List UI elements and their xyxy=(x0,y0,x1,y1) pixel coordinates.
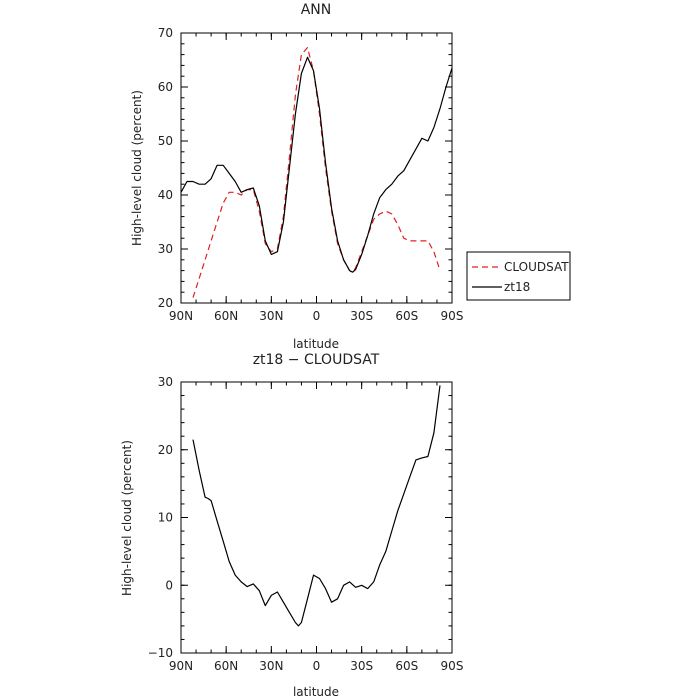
bottom-x-tick-label: 0 xyxy=(313,659,321,673)
top-y-axis-label: High-level cloud (percent) xyxy=(130,90,144,246)
top-x-axis-label: latitude xyxy=(293,337,339,351)
bottom-x-tick-label: 90S xyxy=(441,659,464,673)
top-axes: 90N 60N 30N 0 30S 60S 90S 20 30 40 50 60 70 xyxy=(158,26,464,323)
panel-top: ANN 90N 60N 30N 0 30S 60S 90S 20 30 40 50 60 70 lati… xyxy=(130,2,571,351)
bottom-axes: 90N 60N 30N 0 30S 60S 90S −10 0 10 20 30 xyxy=(148,375,464,673)
top-x-tick-label: 30S xyxy=(350,309,373,323)
bottom-x-tick-label: 30S xyxy=(350,659,373,673)
bottom-x-tick-label: 30N xyxy=(259,659,283,673)
top-y-tick-label: 50 xyxy=(158,134,173,148)
top-x-tick-label: 90N xyxy=(169,309,193,323)
bottom-series-group xyxy=(192,385,441,627)
bottom-x-tick-label: 60S xyxy=(395,659,418,673)
top-x-tick-label: 0 xyxy=(313,309,321,323)
top-x-tick-label: 30N xyxy=(259,309,283,323)
top-x-tick-label: 90S xyxy=(441,309,464,323)
legend-box xyxy=(466,251,571,301)
bottom-x-tick-label: 90N xyxy=(169,659,193,673)
bottom-x-axis-label: latitude xyxy=(293,685,339,699)
top-y-tick-label: 40 xyxy=(158,188,173,202)
bottom-series-line-zt18-cloudsat xyxy=(192,385,441,627)
bottom-y-tick-label: 0 xyxy=(165,578,173,592)
legend-label-cloudsat: CLOUDSAT xyxy=(504,260,569,274)
bottom-y-tick-label: 30 xyxy=(158,375,173,389)
top-y-tick-label: 20 xyxy=(158,296,173,310)
top-x-tick-label: 60N xyxy=(214,309,238,323)
legend-label-zt18: zt18 xyxy=(504,280,530,294)
bottom-y-axis-label: High-level cloud (percent) xyxy=(120,440,134,596)
top-y-tick-label: 30 xyxy=(158,242,173,256)
bottom-y-tick-label: 10 xyxy=(158,511,173,525)
panel-bottom: zt18 − CLOUDSAT 90N 60N 30N 0 30S 60S 90S −10 0 1… xyxy=(120,352,463,699)
top-series-line-cloudsat xyxy=(192,46,441,298)
top-y-tick-label: 60 xyxy=(158,80,173,94)
top-chart-title: ANN xyxy=(301,2,332,18)
bottom-y-tick-label: −10 xyxy=(148,646,173,660)
top-series-line-zt18 xyxy=(180,56,453,273)
bottom-x-tick-label: 60N xyxy=(214,659,238,673)
top-y-tick-label: 70 xyxy=(158,26,173,40)
top-x-tick-label: 60S xyxy=(395,309,418,323)
legend: CLOUDSAT zt18 xyxy=(466,251,571,301)
bottom-y-tick-label: 20 xyxy=(158,443,173,457)
bottom-chart-title: zt18 − CLOUDSAT xyxy=(253,352,380,368)
top-series-group xyxy=(180,46,453,298)
top-plot-frame xyxy=(180,32,453,304)
bottom-plot-frame xyxy=(180,381,453,654)
